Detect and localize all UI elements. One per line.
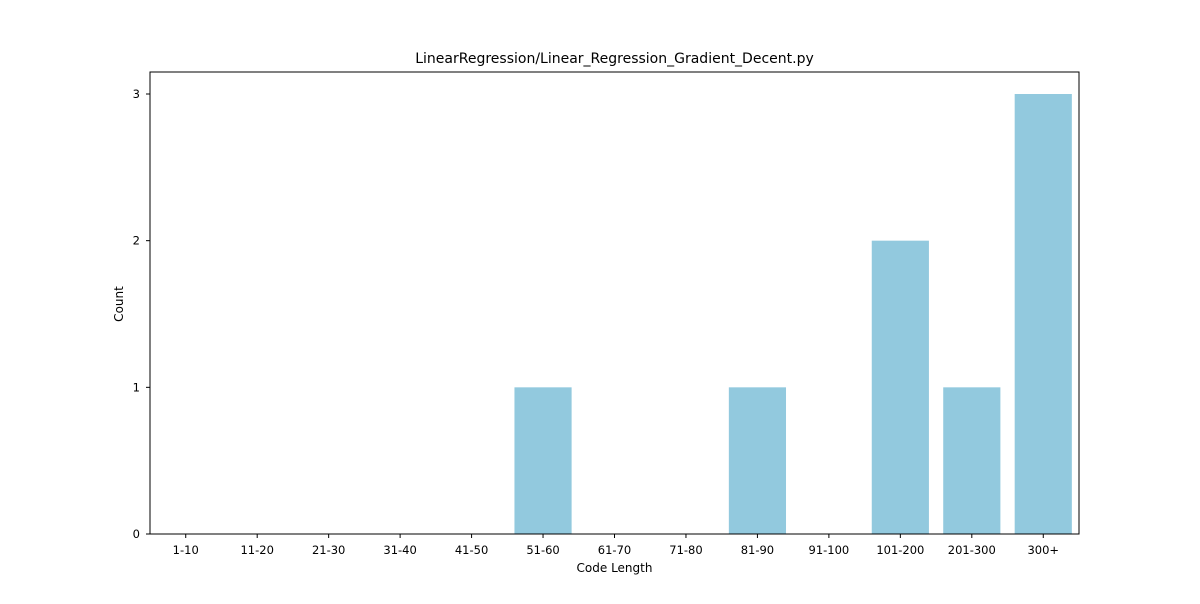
x-tick-label: 51-60 bbox=[526, 543, 559, 557]
y-tick-label: 2 bbox=[133, 234, 140, 248]
bar-201-300 bbox=[943, 387, 1001, 534]
x-tick-label: 41-50 bbox=[455, 543, 488, 557]
y-tick-label: 1 bbox=[133, 380, 140, 394]
y-axis: 0 1 2 3 bbox=[133, 87, 150, 541]
x-tick-label: 101-200 bbox=[876, 543, 924, 557]
bar-300+ bbox=[1014, 94, 1072, 534]
x-tick-label: 11-20 bbox=[240, 543, 273, 557]
bars-group bbox=[514, 94, 1072, 535]
x-tick-label: 31-40 bbox=[383, 543, 416, 557]
x-axis-label: Code Length bbox=[577, 561, 653, 575]
x-tick-label: 91-100 bbox=[809, 543, 850, 557]
x-tick-label: 61-70 bbox=[598, 543, 631, 557]
x-tick-label: 1-10 bbox=[173, 543, 199, 557]
x-tick-label: 300+ bbox=[1027, 543, 1059, 557]
chart-title: LinearRegression/Linear_Regression_Gradi… bbox=[415, 51, 814, 67]
x-tick-label: 201-300 bbox=[948, 543, 996, 557]
y-tick-label: 0 bbox=[133, 527, 140, 541]
bar-81-90 bbox=[728, 387, 787, 534]
x-tick-label: 21-30 bbox=[312, 543, 345, 557]
x-axis: 1-10 11-20 21-30 31-40 41-50 51-60 61-70 71-80 8… bbox=[173, 534, 1059, 557]
x-tick-label: 81-90 bbox=[741, 543, 774, 557]
y-axis-label: Count bbox=[112, 286, 126, 322]
plot-frame bbox=[149, 71, 1080, 535]
y-tick-label: 3 bbox=[133, 87, 140, 101]
bar-101-200 bbox=[871, 240, 929, 535]
x-tick-label: 71-80 bbox=[669, 543, 702, 557]
bar-51-60 bbox=[514, 387, 572, 534]
